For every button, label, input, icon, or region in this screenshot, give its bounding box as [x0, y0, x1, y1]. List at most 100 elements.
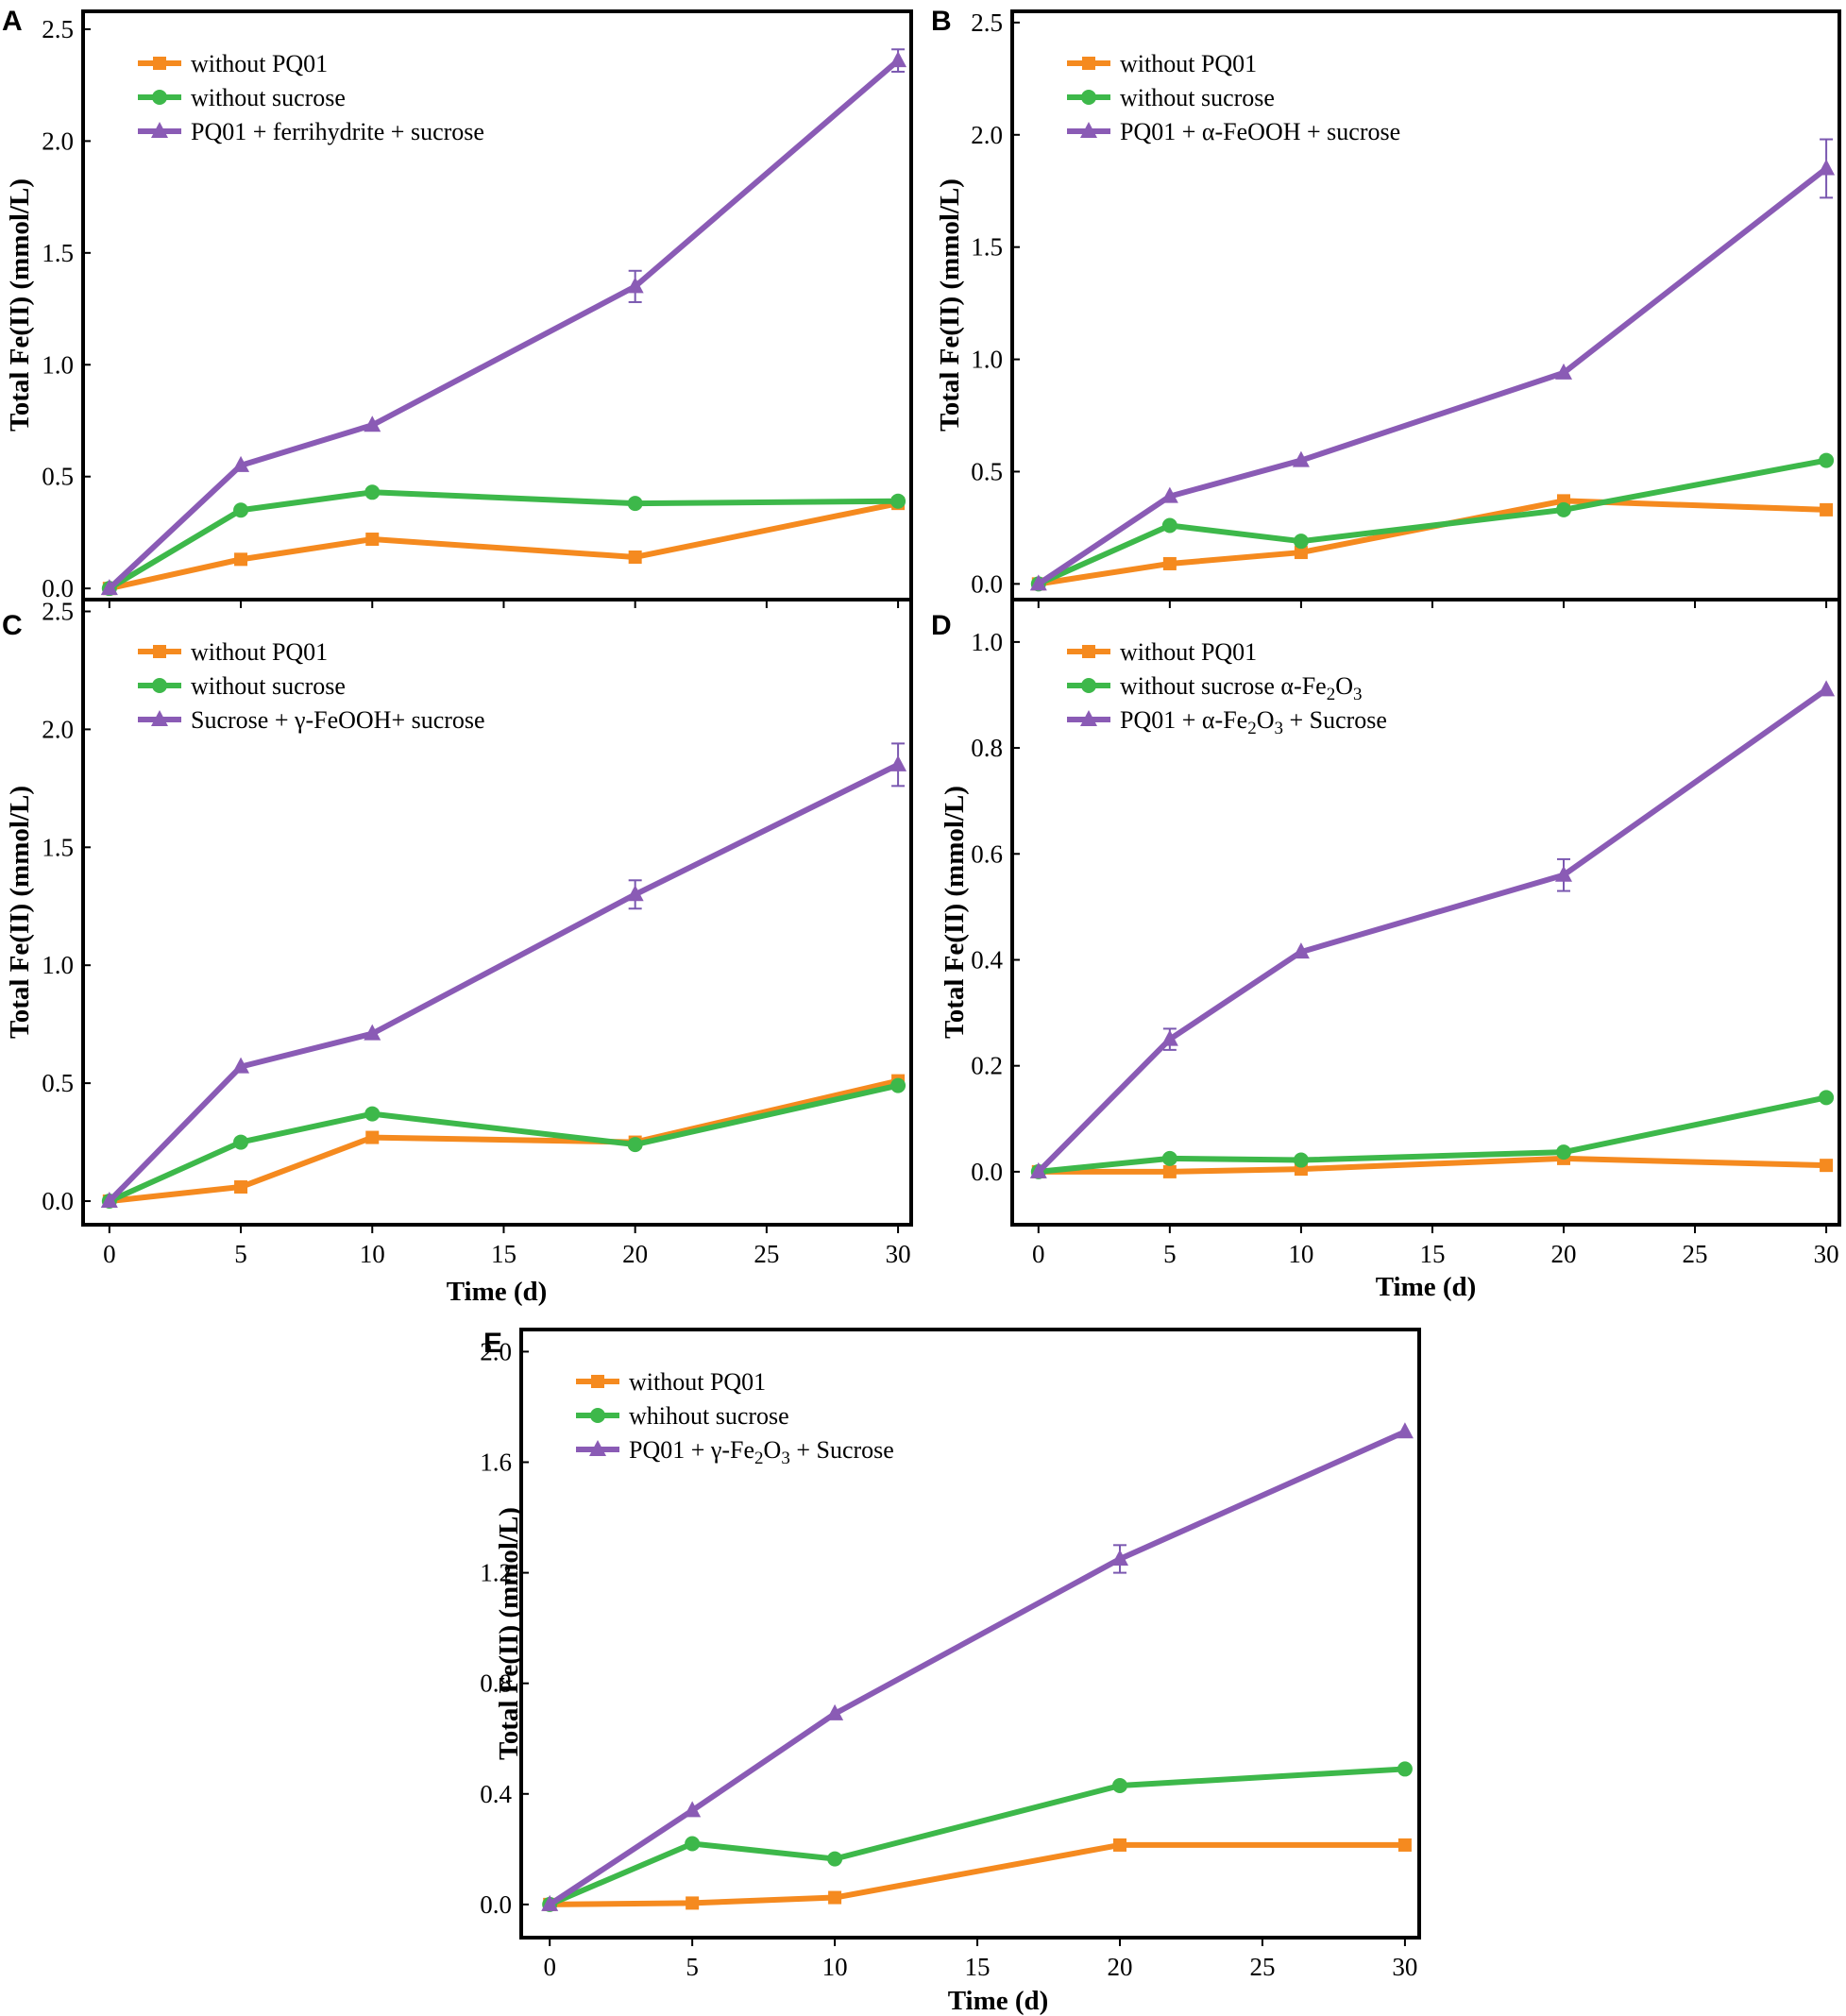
panel-b-series-2-point [1160, 486, 1178, 503]
panel-a-series-2-point [364, 415, 381, 432]
panel-a-legend-marker [153, 57, 166, 70]
panel-b-ytick-label: 0.5 [971, 457, 1003, 485]
panel-c-ytick-label: 1.0 [42, 951, 74, 979]
panel-d-ytick-label: 0.8 [971, 734, 1003, 762]
panel-e-legend-marker [589, 1440, 606, 1456]
panel-e-series-0-point [1113, 1838, 1126, 1852]
panel-d-series-1-point [1819, 1090, 1835, 1106]
panel-a-ytick-label: 1.0 [42, 350, 74, 379]
panel-d-series-1-point [1556, 1144, 1571, 1160]
panel-b-series-0-line [1038, 498, 1827, 587]
panel-e-xtick-label: 5 [686, 1953, 699, 1981]
panel-d-xtick-label: 5 [1163, 1240, 1177, 1268]
panel-e-series-1 [542, 1761, 1413, 1912]
panel-c-legend-label: Sucrose + γ-FeOOH+ sucrose [191, 706, 485, 734]
panel-b-ytick-label: 0.0 [971, 569, 1003, 598]
panel-e-frame [519, 1328, 1421, 1940]
panel-c-ytick-label: 2.5 [42, 597, 74, 625]
panel-c-series-2 [100, 742, 907, 1209]
panel-c-ylabel: Total Fe(II) (mmol/L) [5, 786, 35, 1039]
panel-b-series-2-line [1037, 166, 1828, 586]
panel-a-series-0 [102, 497, 906, 596]
panel-e-series-1-point [1112, 1778, 1127, 1793]
panel-c-legend-label: without PQ01 [191, 638, 328, 666]
panel-a-legend-marker [151, 122, 168, 138]
panel-d-xtick-label: 10 [1288, 1240, 1313, 1268]
panel-a-series-1-point [627, 496, 643, 512]
panel-e-xtick-label: 0 [543, 1953, 556, 1981]
panel-a-ytick-label: 2.0 [42, 127, 74, 155]
panel-a-series-2 [100, 48, 907, 596]
panel-a-series-2-point [100, 579, 118, 596]
panel-b-series-2 [1029, 138, 1836, 591]
panel-a-ytick-label: 0.5 [42, 463, 74, 491]
panel-c-legend: without PQ01 without sucrose Sucrose + γ-F… [138, 638, 485, 734]
panel-a-ylabel: Total Fe(II) (mmol/L) [5, 178, 35, 432]
panel-d-legend-label: without sucrose α-Fe2O3 [1120, 672, 1362, 704]
panel-e-xtick-label: 20 [1108, 1953, 1133, 1981]
panel-e-series-2-point [684, 1801, 702, 1818]
panel-d-legend-label: PQ01 + α-Fe2O3 + Sucrose [1120, 706, 1387, 738]
panel-c-ytick-label: 1.5 [42, 833, 74, 861]
panel-b-legend: without PQ01 without sucrose PQ01 + α-FeOO… [1067, 50, 1400, 145]
panel-e-series-0-point [828, 1890, 842, 1905]
panel-c-series-1-point [364, 1106, 381, 1122]
panel-d-letter: D [931, 610, 952, 641]
panel-e-series-1-line [549, 1766, 1406, 1907]
panel-d-series-2-point [1818, 680, 1836, 697]
panel-c-ytick-label: 0.5 [42, 1069, 74, 1097]
panel-c-ytick-label: 2.0 [42, 715, 74, 743]
panel-c-series-1-point [627, 1137, 643, 1153]
panel-e-series-1-point [1397, 1761, 1413, 1777]
panel-e-xtick-label: 15 [965, 1953, 991, 1981]
panel-a-series-1-point [890, 493, 906, 509]
panel-b-series-1-point [1556, 501, 1571, 517]
panel-e-series-2-point [1396, 1422, 1414, 1439]
panel-d-xtick-label: 20 [1551, 1240, 1577, 1268]
panel-b-series-0-point [1294, 546, 1308, 560]
panel-a-series-1 [101, 484, 906, 597]
panel-d-legend-marker [1082, 645, 1095, 658]
panel-e-legend-label: whihout sucrose [629, 1402, 789, 1430]
panel-b-legend-marker [1082, 57, 1095, 70]
panel-e-ytick-label: 2.0 [480, 1337, 512, 1365]
panel-c: C 0.0 0.5 1.0 1.5 2.0 2.5 0 5 10 15 20 25 30 Total Fe(… [2, 597, 913, 1307]
panel-c-xtick-label: 0 [103, 1240, 116, 1268]
panel-b-series-1-point [1161, 517, 1177, 534]
panel-c-legend-marker [152, 678, 167, 693]
panel-d-ytick-label: 0.4 [971, 945, 1003, 974]
panel-e-series-1-point [827, 1851, 843, 1867]
panel-a-letter: A [2, 6, 23, 37]
panel-a-series-2-point [626, 277, 644, 294]
panel-d-series-2-point [1029, 1161, 1047, 1178]
panel-c-xtick-label: 15 [491, 1240, 517, 1268]
panel-a-ytick-label: 1.5 [42, 239, 74, 267]
panel-d-ytick-label: 0.2 [971, 1052, 1003, 1080]
panel-a-series-0-point [628, 550, 642, 564]
panel-e-legend-label: without PQ01 [629, 1368, 766, 1396]
panel-d-frame [1010, 598, 1841, 1227]
panel-e-ylabel: Total Fe(II) (mmol/L) [494, 1507, 524, 1760]
panel-d-series-1-point [1161, 1150, 1177, 1166]
panel-a-ytick-label: 0.0 [42, 574, 74, 602]
panel-c-series-0-point [234, 1180, 248, 1194]
panel-c-legend-marker [153, 645, 166, 658]
panel-c-series-2-point [100, 1192, 118, 1209]
panel-e-series-0-line [550, 1841, 1405, 1907]
panel-d-xtick-label: 30 [1814, 1240, 1839, 1268]
panel-d-ytick-label: 1.0 [971, 628, 1003, 656]
panel-b-series-2-point [1818, 159, 1836, 176]
panel-b-legend-label: without PQ01 [1120, 50, 1257, 77]
panel-b-series-1-point [1819, 452, 1835, 468]
panel-c-xtick-label: 5 [234, 1240, 247, 1268]
panel-d-series-1-point [1293, 1152, 1309, 1168]
panel-d-legend-marker [1080, 710, 1097, 726]
panel-e-legend: without PQ01 whihout sucrose PQ01 + γ-Fe2O… [576, 1368, 894, 1468]
panel-c-series-1-line [108, 1082, 899, 1204]
panel-a-series-0-point [234, 552, 248, 567]
panel-c-series-2-point [364, 1024, 381, 1041]
panel-a-series-2-point [889, 51, 907, 68]
panel-b-letter: B [931, 6, 952, 37]
panel-c-xtick-label: 10 [360, 1240, 385, 1268]
panel-a: A 0.0 0.5 1.0 1.5 2.0 2.5 Total Fe(II) (mmol/L)… [2, 6, 913, 608]
